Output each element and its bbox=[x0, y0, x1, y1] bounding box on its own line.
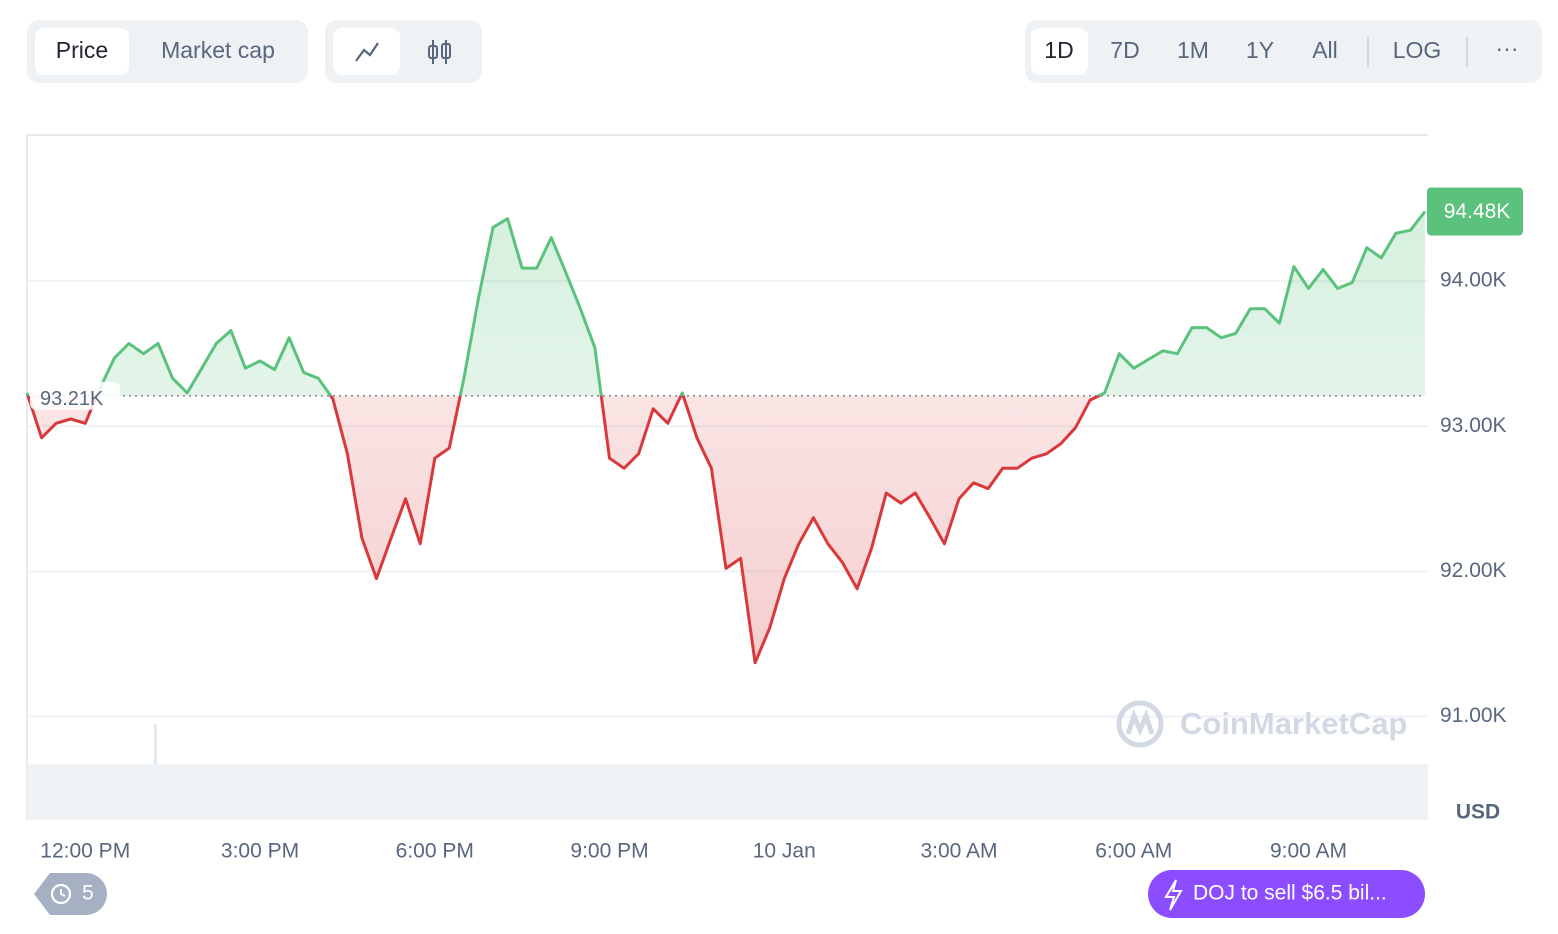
area-down bbox=[27, 395, 1425, 663]
history-count: 5 bbox=[82, 882, 94, 905]
x-tick-label: 6:00 AM bbox=[1095, 840, 1172, 863]
area-up bbox=[27, 211, 1425, 396]
price-line-down bbox=[26, 395, 1103, 665]
bolt-icon bbox=[1164, 879, 1183, 911]
plot: 93.21K bbox=[25, 210, 1428, 718]
range-tab[interactable]: 1D bbox=[1044, 37, 1073, 63]
last-price-tag bbox=[1427, 187, 1523, 236]
x-tick-label: 12:00 PM bbox=[40, 840, 130, 863]
baseline-label-bg bbox=[30, 381, 120, 410]
range-tab[interactable]: All bbox=[1312, 37, 1338, 63]
tab[interactable]: Price bbox=[56, 37, 108, 63]
range-tab[interactable]: 1M bbox=[1177, 37, 1209, 63]
y-tick-label: 92.00K bbox=[1440, 559, 1507, 582]
y-tick-label: 91.00K bbox=[1440, 704, 1507, 727]
range-tabs bbox=[1025, 20, 1542, 83]
x-tick-label: 9:00 AM bbox=[1270, 840, 1347, 863]
log-button[interactable]: LOG bbox=[1393, 37, 1442, 63]
news-pill[interactable] bbox=[1148, 870, 1425, 918]
active-tab bbox=[35, 28, 129, 75]
x-tick-label: 9:00 PM bbox=[570, 840, 648, 863]
baseline-label: 93.21K bbox=[40, 388, 104, 410]
watermark: CoinMarketCap bbox=[1180, 706, 1407, 741]
range-tab[interactable]: 1Y bbox=[1246, 37, 1274, 63]
watermark-logo bbox=[1116, 700, 1164, 748]
volume-spike bbox=[154, 724, 157, 764]
line-icon bbox=[355, 42, 379, 62]
x-tick-label: 10 Jan bbox=[753, 840, 816, 863]
more-button[interactable]: ··· bbox=[1496, 35, 1519, 61]
tab[interactable]: Market cap bbox=[161, 37, 275, 63]
range-tab[interactable]: 7D bbox=[1110, 37, 1139, 63]
price-line-up bbox=[25, 210, 1427, 396]
clock-hand bbox=[60, 889, 66, 897]
currency: USD bbox=[1456, 801, 1500, 824]
volume-area bbox=[27, 764, 1428, 820]
y-tick-label: 93.00K bbox=[1440, 414, 1507, 437]
news-text: DOJ to sell $6.5 bil... bbox=[1193, 882, 1387, 905]
x-tick-label: 6:00 PM bbox=[396, 840, 474, 863]
x-tick-label: 3:00 AM bbox=[920, 840, 997, 863]
active-range bbox=[1031, 28, 1088, 75]
clock-icon bbox=[50, 883, 72, 905]
y-tick-label: 94.00K bbox=[1440, 269, 1507, 292]
last-price-label: 94.48K bbox=[1444, 200, 1511, 223]
candle-icon[interactable] bbox=[428, 40, 451, 64]
x-tick-label: 3:00 PM bbox=[221, 840, 299, 863]
